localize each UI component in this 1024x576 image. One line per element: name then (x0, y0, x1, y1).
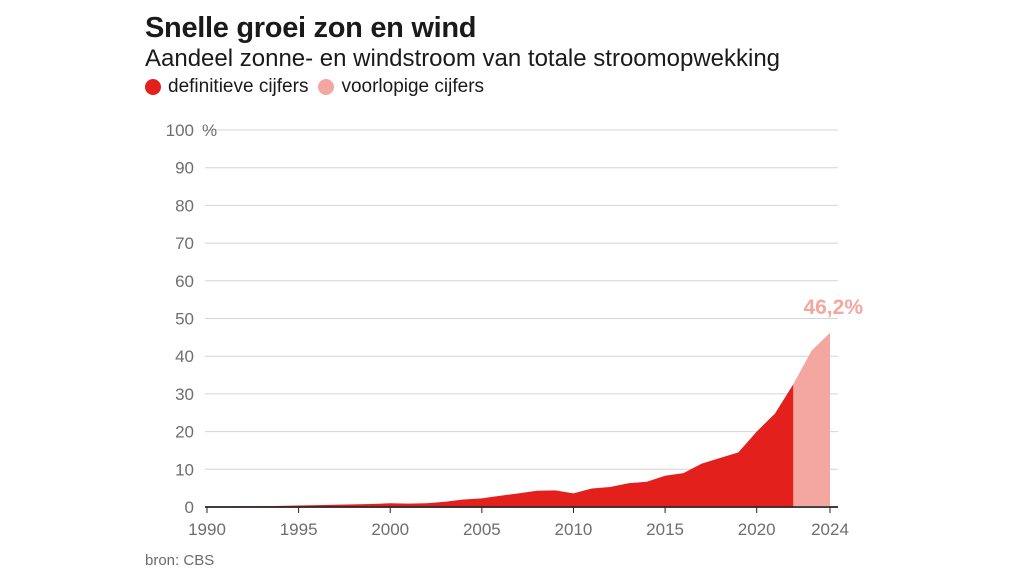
annotations: 46,2% (803, 296, 863, 319)
legend-item-provisional: voorlopige cijfers (318, 76, 484, 98)
y-tick-label-10: 10 (175, 460, 194, 479)
x-tick-label-2020: 2020 (738, 520, 776, 539)
y-tick-label-100: 100 (166, 121, 194, 140)
y-axis: 0 10 20 30 40 50 60 70 80 90 100% (166, 121, 218, 517)
x-tick-label-1995: 1995 (280, 520, 318, 539)
y-unit-label: % (202, 121, 217, 140)
legend-label-provisional: voorlopige cijfers (341, 76, 485, 97)
x-tick-label-1990: 1990 (188, 520, 226, 539)
x-axis: 1990 1995 2000 2005 2010 2015 2020 2024 (188, 507, 849, 539)
chart-subtitle: Aandeel zonne- en windstroom van totale … (145, 45, 781, 72)
legend: definitieve cijfers voorlopige cijfers (145, 76, 494, 98)
area-series (205, 332, 838, 508)
legend-label-definitive: definitieve cijfers (168, 76, 309, 97)
y-tick-label-20: 20 (175, 423, 194, 442)
area-definitive (207, 384, 794, 507)
annotation-latest-value: 46,2% (803, 296, 863, 319)
y-tick-label-80: 80 (175, 196, 194, 215)
legend-swatch-provisional (318, 79, 335, 95)
x-tick-label-2024: 2024 (811, 520, 849, 539)
y-tick-label-30: 30 (175, 385, 194, 404)
legend-swatch-definitive (145, 79, 161, 95)
y-tick-label-60: 60 (175, 272, 194, 291)
y-tick-label-50: 50 (175, 310, 194, 329)
x-tick-label-2010: 2010 (555, 520, 593, 539)
y-tick-label-40: 40 (175, 347, 194, 366)
x-tick-label-2015: 2015 (646, 520, 684, 539)
area-provisional (793, 332, 830, 507)
legend-item-definitive: definitieve cijfers (145, 76, 308, 98)
x-tick-label-2000: 2000 (371, 520, 409, 539)
y-tick-label-0: 0 (185, 498, 194, 517)
y-tick-label-70: 70 (175, 234, 194, 253)
source-note: bron: CBS (145, 552, 215, 569)
y-tick-label-90: 90 (175, 159, 194, 178)
x-tick-label-2005: 2005 (463, 520, 501, 539)
chart-title: Snelle groei zon en wind (145, 12, 477, 44)
